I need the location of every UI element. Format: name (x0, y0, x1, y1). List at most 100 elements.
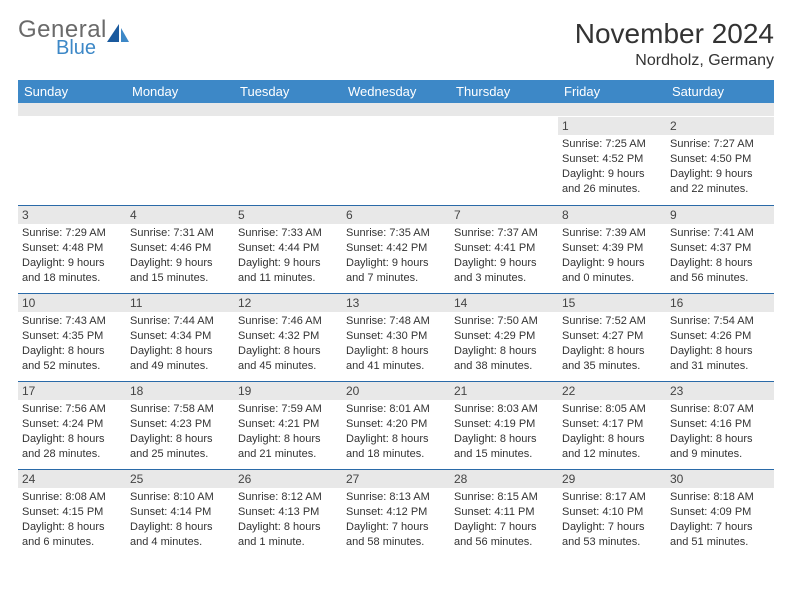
daylight-text-1: Daylight: 8 hours (130, 520, 230, 535)
daylight-text-2: and 18 minutes. (346, 447, 446, 462)
day-number: 24 (18, 470, 126, 488)
daylight-text-1: Daylight: 8 hours (670, 432, 770, 447)
month-title: November 2024 (575, 18, 774, 50)
cell-body: Sunrise: 7:56 AMSunset: 4:24 PMDaylight:… (18, 400, 126, 465)
cell-body: Sunrise: 7:33 AMSunset: 4:44 PMDaylight:… (234, 224, 342, 289)
calendar-cell: 25Sunrise: 8:10 AMSunset: 4:14 PMDayligh… (126, 470, 234, 557)
cell-body: Sunrise: 8:10 AMSunset: 4:14 PMDaylight:… (126, 488, 234, 553)
calendar-cell: 3Sunrise: 7:29 AMSunset: 4:48 PMDaylight… (18, 206, 126, 293)
daylight-text-1: Daylight: 9 hours (562, 256, 662, 271)
cell-body: Sunrise: 7:25 AMSunset: 4:52 PMDaylight:… (558, 135, 666, 200)
cell-body: Sunrise: 7:37 AMSunset: 4:41 PMDaylight:… (450, 224, 558, 289)
day-number: 9 (666, 206, 774, 224)
calendar-grid: Sunday Monday Tuesday Wednesday Thursday… (18, 80, 774, 557)
cell-body (126, 135, 234, 141)
cell-body: Sunrise: 7:50 AMSunset: 4:29 PMDaylight:… (450, 312, 558, 377)
cell-body: Sunrise: 8:03 AMSunset: 4:19 PMDaylight:… (450, 400, 558, 465)
sunset-text: Sunset: 4:42 PM (346, 241, 446, 256)
sunrise-text: Sunrise: 7:33 AM (238, 226, 338, 241)
daylight-text-1: Daylight: 8 hours (22, 432, 122, 447)
sunset-text: Sunset: 4:13 PM (238, 505, 338, 520)
cell-body: Sunrise: 8:07 AMSunset: 4:16 PMDaylight:… (666, 400, 774, 465)
daylight-text-1: Daylight: 8 hours (670, 256, 770, 271)
sunrise-text: Sunrise: 8:13 AM (346, 490, 446, 505)
day-number: 6 (342, 206, 450, 224)
sunset-text: Sunset: 4:35 PM (22, 329, 122, 344)
day-number: 29 (558, 470, 666, 488)
cell-body: Sunrise: 7:46 AMSunset: 4:32 PMDaylight:… (234, 312, 342, 377)
calendar-cell: 11Sunrise: 7:44 AMSunset: 4:34 PMDayligh… (126, 294, 234, 381)
sunrise-text: Sunrise: 7:52 AM (562, 314, 662, 329)
sunset-text: Sunset: 4:39 PM (562, 241, 662, 256)
week-row: 1Sunrise: 7:25 AMSunset: 4:52 PMDaylight… (18, 117, 774, 205)
day-number: 1 (558, 117, 666, 135)
calendar-cell (342, 117, 450, 205)
sunset-text: Sunset: 4:15 PM (22, 505, 122, 520)
cell-body (234, 135, 342, 141)
daylight-text-2: and 38 minutes. (454, 359, 554, 374)
day-number: 18 (126, 382, 234, 400)
sunrise-text: Sunrise: 7:29 AM (22, 226, 122, 241)
week-row: 17Sunrise: 7:56 AMSunset: 4:24 PMDayligh… (18, 381, 774, 469)
daylight-text-1: Daylight: 9 hours (454, 256, 554, 271)
sunrise-text: Sunrise: 8:10 AM (130, 490, 230, 505)
day-number: 23 (666, 382, 774, 400)
header-spacer (18, 103, 774, 117)
daylight-text-2: and 7 minutes. (346, 271, 446, 286)
sunrise-text: Sunrise: 8:05 AM (562, 402, 662, 417)
sunrise-text: Sunrise: 8:15 AM (454, 490, 554, 505)
sunrise-text: Sunrise: 7:39 AM (562, 226, 662, 241)
sunset-text: Sunset: 4:09 PM (670, 505, 770, 520)
cell-body: Sunrise: 7:27 AMSunset: 4:50 PMDaylight:… (666, 135, 774, 200)
sunset-text: Sunset: 4:10 PM (562, 505, 662, 520)
cell-body: Sunrise: 8:05 AMSunset: 4:17 PMDaylight:… (558, 400, 666, 465)
location-label: Nordholz, Germany (575, 52, 774, 70)
daylight-text-2: and 3 minutes. (454, 271, 554, 286)
daylight-text-2: and 6 minutes. (22, 535, 122, 550)
week-row: 10Sunrise: 7:43 AMSunset: 4:35 PMDayligh… (18, 293, 774, 381)
sunrise-text: Sunrise: 8:17 AM (562, 490, 662, 505)
sunset-text: Sunset: 4:24 PM (22, 417, 122, 432)
cell-body: Sunrise: 7:39 AMSunset: 4:39 PMDaylight:… (558, 224, 666, 289)
daylight-text-1: Daylight: 7 hours (562, 520, 662, 535)
daylight-text-2: and 35 minutes. (562, 359, 662, 374)
cell-body: Sunrise: 8:08 AMSunset: 4:15 PMDaylight:… (18, 488, 126, 553)
day-number: 20 (342, 382, 450, 400)
calendar-cell: 8Sunrise: 7:39 AMSunset: 4:39 PMDaylight… (558, 206, 666, 293)
daylight-text-2: and 28 minutes. (22, 447, 122, 462)
daylight-text-1: Daylight: 9 hours (130, 256, 230, 271)
calendar-page: General Blue November 2024 Nordholz, Ger… (0, 0, 792, 557)
sunrise-text: Sunrise: 7:35 AM (346, 226, 446, 241)
calendar-cell: 26Sunrise: 8:12 AMSunset: 4:13 PMDayligh… (234, 470, 342, 557)
weeks-container: 1Sunrise: 7:25 AMSunset: 4:52 PMDaylight… (18, 117, 774, 557)
sunrise-text: Sunrise: 8:03 AM (454, 402, 554, 417)
daylight-text-1: Daylight: 9 hours (22, 256, 122, 271)
daylight-text-1: Daylight: 9 hours (670, 167, 770, 182)
day-number: 3 (18, 206, 126, 224)
daylight-text-2: and 1 minute. (238, 535, 338, 550)
calendar-cell (234, 117, 342, 205)
daylight-text-2: and 26 minutes. (562, 182, 662, 197)
sunset-text: Sunset: 4:20 PM (346, 417, 446, 432)
calendar-cell: 7Sunrise: 7:37 AMSunset: 4:41 PMDaylight… (450, 206, 558, 293)
daylight-text-1: Daylight: 9 hours (346, 256, 446, 271)
calendar-cell: 30Sunrise: 8:18 AMSunset: 4:09 PMDayligh… (666, 470, 774, 557)
calendar-cell: 2Sunrise: 7:27 AMSunset: 4:50 PMDaylight… (666, 117, 774, 205)
calendar-cell (18, 117, 126, 205)
cell-body: Sunrise: 7:43 AMSunset: 4:35 PMDaylight:… (18, 312, 126, 377)
day-number: 27 (342, 470, 450, 488)
cell-body: Sunrise: 7:41 AMSunset: 4:37 PMDaylight:… (666, 224, 774, 289)
sunset-text: Sunset: 4:12 PM (346, 505, 446, 520)
cell-body: Sunrise: 8:13 AMSunset: 4:12 PMDaylight:… (342, 488, 450, 553)
cell-body: Sunrise: 8:12 AMSunset: 4:13 PMDaylight:… (234, 488, 342, 553)
calendar-cell: 24Sunrise: 8:08 AMSunset: 4:15 PMDayligh… (18, 470, 126, 557)
calendar-cell: 10Sunrise: 7:43 AMSunset: 4:35 PMDayligh… (18, 294, 126, 381)
sunset-text: Sunset: 4:27 PM (562, 329, 662, 344)
calendar-cell: 28Sunrise: 8:15 AMSunset: 4:11 PMDayligh… (450, 470, 558, 557)
sunset-text: Sunset: 4:14 PM (130, 505, 230, 520)
calendar-cell: 6 Sunrise: 7:35 AMSunset: 4:42 PMDaylight… (342, 206, 450, 293)
sunrise-text: Sunrise: 8:01 AM (346, 402, 446, 417)
daylight-text-1: Daylight: 9 hours (238, 256, 338, 271)
daylight-text-2: and 56 minutes. (670, 271, 770, 286)
daylight-text-2: and 9 minutes. (670, 447, 770, 462)
